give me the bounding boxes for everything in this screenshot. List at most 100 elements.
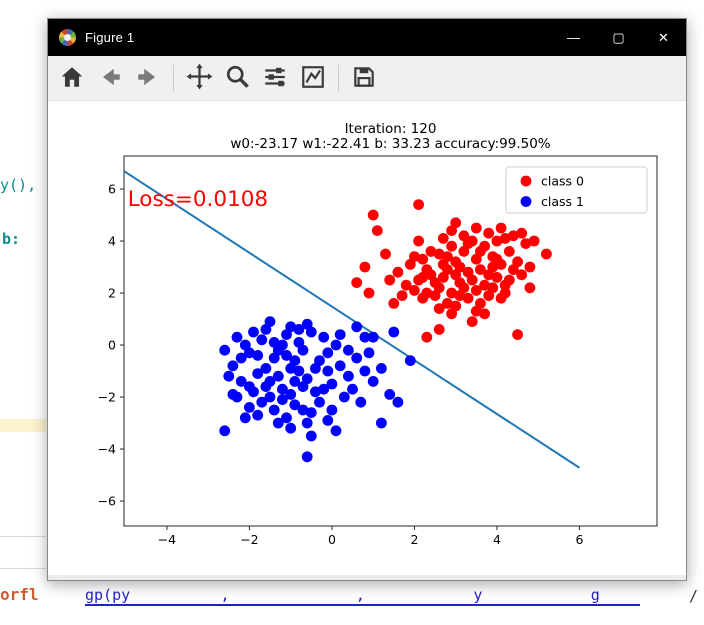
- scatter-point-class1: [338, 391, 350, 403]
- chart-subtitle: w0:-23.17 w1:-22.41 b: 33.23 accuracy:99…: [230, 136, 550, 152]
- scatter-point-class1: [285, 321, 297, 333]
- scatter-point-class0: [470, 222, 482, 234]
- close-button[interactable]: ✕: [658, 29, 669, 45]
- scatter-point-class1: [252, 409, 264, 421]
- scatter-point-class0: [487, 282, 499, 294]
- scatter-point-class1: [293, 365, 305, 377]
- scatter-point-class0: [442, 298, 453, 309]
- scatter-point-class1: [322, 415, 334, 426]
- y-tick-label: 2: [108, 286, 116, 301]
- background-link-fragment: gp(py , , y g: [85, 586, 640, 606]
- customize-button[interactable]: [295, 60, 331, 96]
- plot-area: [123, 155, 658, 527]
- chart-title: Iteration: 120: [345, 121, 437, 137]
- scatter-point-class0: [524, 261, 536, 273]
- scatter-point-class0: [429, 290, 441, 301]
- scatter-point-class0: [466, 316, 478, 327]
- scatter-point-class1: [343, 370, 354, 382]
- scatter-point-class1: [289, 399, 301, 411]
- toolbar-separator: [173, 65, 174, 91]
- scatter-point-class0: [541, 248, 552, 260]
- x-tick-label: 6: [575, 532, 583, 547]
- scatter-point-class0: [491, 253, 503, 265]
- scatter-point-class1: [281, 350, 292, 361]
- scatter-point-class1: [235, 352, 247, 364]
- scatter-point-class0: [388, 298, 400, 309]
- legend-entry-label: class 0: [541, 174, 584, 189]
- scatter-point-class1: [347, 383, 358, 395]
- scatter-point-class1: [376, 417, 387, 429]
- background-divider: [0, 568, 46, 569]
- background-divider: [0, 536, 46, 537]
- save-button[interactable]: [346, 60, 382, 96]
- scatter-point-class0: [479, 279, 490, 291]
- scatter-point-class1: [264, 316, 276, 327]
- scatter-point-class0: [528, 235, 540, 247]
- scatter-point-class1: [289, 355, 301, 366]
- scatter-point-class1: [318, 331, 330, 343]
- scatter-point-class0: [413, 235, 424, 247]
- scatter-point-class1: [227, 360, 239, 372]
- back-button[interactable]: [92, 60, 128, 96]
- scatter-point-class1: [367, 331, 379, 343]
- scatter-point-class0: [380, 248, 391, 260]
- scatter-point-class1: [289, 376, 301, 387]
- scatter-point-class1: [272, 417, 284, 429]
- scatter-point-class0: [446, 308, 457, 320]
- window-resize-edge[interactable]: [48, 575, 686, 580]
- x-tick-label: 4: [493, 532, 501, 547]
- y-tick-label: −4: [98, 442, 116, 457]
- scatter-point-class1: [310, 386, 321, 398]
- scatter-point-class0: [421, 287, 433, 299]
- home-icon: [59, 64, 85, 93]
- scatter-point-class0: [351, 277, 363, 288]
- forward-button[interactable]: [130, 60, 166, 96]
- subplots-sliders-icon: [262, 64, 288, 93]
- legend-box: [505, 166, 648, 214]
- scatter-point-class1: [239, 412, 251, 424]
- scatter-point-class0: [483, 227, 495, 239]
- scatter-point-class0: [499, 287, 511, 299]
- figure-canvas[interactable]: Iteration: 120 w0:-23.17 w1:-22.41 b: 33.…: [48, 101, 686, 580]
- scatter-point-class0: [446, 287, 457, 299]
- home-button[interactable]: [54, 60, 90, 96]
- scatter-point-class0: [371, 225, 383, 236]
- scatter-point-class0: [450, 217, 462, 229]
- zoom-button[interactable]: [219, 60, 255, 96]
- scatter-point-class1: [351, 321, 363, 333]
- scatter-point-class0: [413, 199, 424, 210]
- scatter-point-class1: [219, 425, 231, 437]
- background-highlight-band: [0, 419, 46, 432]
- subplots-button[interactable]: [257, 60, 293, 96]
- scatter-point-class1: [310, 363, 321, 374]
- scatter-point-class0: [433, 303, 445, 314]
- maximize-button[interactable]: ▢: [612, 29, 625, 45]
- scatter-point-class1: [219, 344, 231, 356]
- scatter-point-class0: [512, 256, 523, 268]
- pan-button[interactable]: [181, 60, 217, 96]
- scatter-point-class0: [479, 308, 490, 320]
- scatter-point-class0: [446, 240, 457, 252]
- scatter-point-class1: [301, 417, 313, 429]
- forward-arrow-icon: [135, 64, 161, 93]
- scatter-point-class1: [330, 425, 342, 437]
- scatter-point-class1: [314, 396, 325, 408]
- minimize-button[interactable]: —: [567, 30, 580, 45]
- y-tick-label: −2: [98, 390, 116, 405]
- scatter-point-class1: [223, 370, 235, 382]
- window-titlebar[interactable]: Figure 1 — ▢ ✕: [48, 19, 686, 56]
- figure-window: Figure 1 — ▢ ✕: [47, 18, 687, 581]
- x-tick-label: 0: [328, 532, 336, 547]
- scatter-point-class0: [495, 222, 507, 234]
- scatter-point-class0: [516, 269, 528, 281]
- scatter-point-class1: [301, 318, 313, 330]
- scatter-point-class1: [297, 404, 309, 416]
- scatter-point-class1: [392, 396, 404, 408]
- scatter-point-class0: [491, 272, 503, 283]
- scatter-point-class0: [512, 329, 523, 340]
- scatter-point-class0: [520, 238, 532, 250]
- scatter-point-class0: [503, 246, 515, 257]
- scatter-point-class0: [442, 251, 453, 262]
- scatter-point-class0: [516, 227, 528, 239]
